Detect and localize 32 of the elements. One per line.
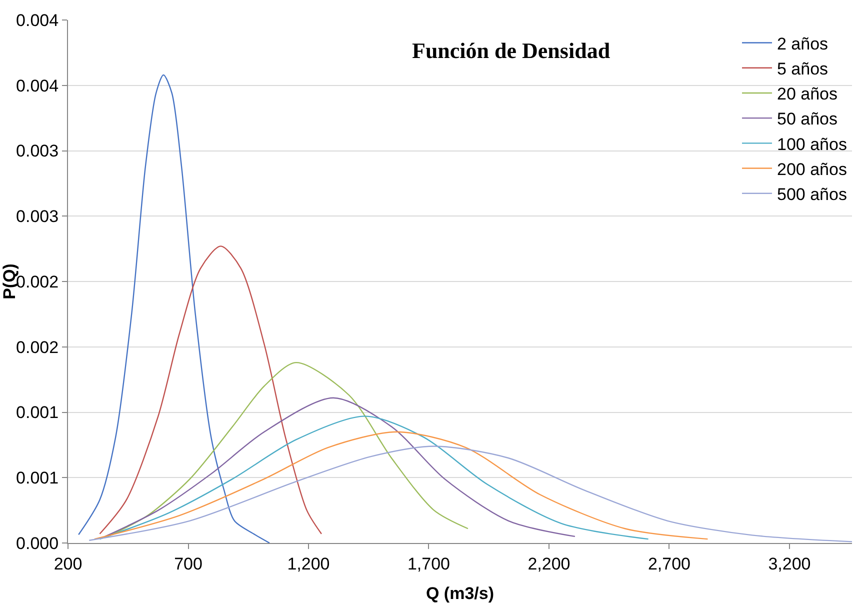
x-tick-label: 2,700 xyxy=(648,554,691,574)
legend-label: 5 años xyxy=(777,60,828,79)
y-tick-label: 0.001 xyxy=(16,468,59,488)
x-tick-label: 700 xyxy=(174,554,202,574)
y-tick-label: 0.001 xyxy=(16,403,59,422)
legend-label: 2 años xyxy=(777,34,828,54)
x-tick-label: 2,200 xyxy=(528,554,570,574)
x-axis-title: Q (m3/s) xyxy=(426,584,494,603)
x-tick-label: 1,200 xyxy=(287,554,330,574)
x-tick-label: 1,700 xyxy=(407,554,450,574)
line-series xyxy=(94,431,708,540)
line-series xyxy=(99,416,649,540)
legend-label: 200 años xyxy=(777,160,847,179)
legend-label: 500 años xyxy=(777,185,847,204)
y-tick-label: 0.003 xyxy=(16,142,59,161)
y-axis-title: P(Q) xyxy=(0,264,19,300)
x-tick-label: 200 xyxy=(54,554,82,574)
legend-label: 50 años xyxy=(777,110,838,129)
y-tick-label: 0.003 xyxy=(16,207,59,226)
line-series xyxy=(110,362,469,536)
line-series xyxy=(99,246,322,534)
y-tick-label: 0.004 xyxy=(16,10,59,30)
line-series xyxy=(104,397,576,538)
legend-label: 100 años xyxy=(777,134,847,154)
text: Función de Densidad xyxy=(412,38,610,63)
x-tick-label: 3,200 xyxy=(768,554,811,574)
y-tick-label: 0.000 xyxy=(16,534,59,553)
legend-label: 20 años xyxy=(777,84,838,104)
line-series xyxy=(78,74,270,543)
y-tick-label: 0.002 xyxy=(16,338,59,357)
y-tick-label: 0.004 xyxy=(16,76,59,96)
line-series xyxy=(88,446,852,542)
